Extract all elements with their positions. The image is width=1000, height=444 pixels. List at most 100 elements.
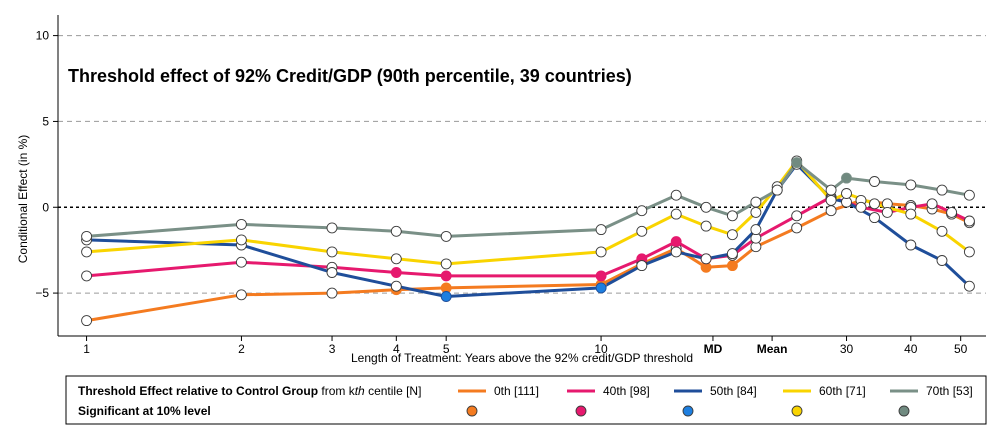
data-point	[81, 230, 93, 242]
data-point	[869, 212, 880, 224]
data-point	[390, 253, 402, 265]
data-point	[926, 198, 938, 210]
data-point	[235, 289, 247, 301]
data-point	[825, 194, 837, 206]
axes-layer: −5 0 5 10 1 2 3 4 5 10 30 40 50 MD Mean	[35, 15, 986, 356]
data-point	[235, 234, 247, 246]
legend: Threshold Effect relative to Control Gro…	[65, 375, 987, 425]
data-point	[700, 201, 712, 213]
data-point	[905, 239, 917, 251]
data-point	[636, 225, 648, 237]
data-point	[81, 315, 93, 327]
data-point-significant	[841, 172, 852, 184]
legend-row1-from: from k	[321, 384, 355, 398]
x-tick-label: 2	[238, 342, 245, 356]
data-point	[235, 218, 247, 230]
legend-label-4: 70th [53]	[926, 384, 973, 398]
y-tick-label: 0	[42, 200, 49, 214]
points-layer	[81, 155, 975, 327]
data-point	[946, 206, 958, 218]
legend-sig-marker-4	[898, 405, 910, 417]
legend-row1-th: th	[355, 384, 365, 398]
data-point	[869, 198, 880, 210]
x-tick-label: 50	[954, 342, 968, 356]
data-point	[390, 225, 402, 237]
data-point	[326, 287, 338, 299]
legend-row1-bold: Threshold Effect relative to Control Gro…	[78, 384, 318, 398]
data-point	[700, 220, 712, 232]
data-point	[670, 208, 682, 220]
data-point	[869, 176, 880, 187]
data-point	[726, 229, 738, 241]
data-point	[636, 205, 648, 217]
legend-label-0: 0th [111]	[494, 384, 539, 398]
legend-box	[65, 375, 987, 425]
x-tick-label: 1	[83, 342, 90, 356]
y-axis-label: Conditional Effect (in %)	[16, 135, 30, 264]
data-point-significant	[791, 157, 803, 169]
data-point	[440, 258, 452, 270]
data-point	[750, 206, 762, 218]
data-point	[700, 253, 712, 265]
data-point	[963, 280, 975, 292]
data-point	[81, 270, 93, 282]
x-tick-label: 3	[329, 342, 336, 356]
data-point	[670, 189, 682, 201]
data-point	[881, 206, 893, 218]
x-tick-label: 5	[443, 342, 450, 356]
x-axis-label: Length of Treatment: Years above the 92%…	[351, 351, 693, 365]
x-special-tick-label: MD	[704, 342, 723, 356]
data-point	[963, 215, 975, 227]
data-point-significant	[726, 260, 738, 272]
data-point-significant	[595, 270, 607, 282]
data-point	[841, 188, 852, 199]
data-point-significant	[595, 282, 607, 294]
legend-sig-marker-0	[466, 405, 478, 417]
legend-label-1: 40th [98]	[603, 384, 650, 398]
data-point	[326, 267, 338, 278]
y-tick-label: −5	[35, 286, 49, 300]
legend-entries: 0th [111] 40th [98] 50th [84] 60th [71] 70th…	[458, 384, 973, 417]
data-point	[825, 184, 837, 196]
data-point	[771, 184, 783, 196]
data-point	[726, 248, 738, 260]
data-point	[791, 222, 803, 234]
data-point	[595, 246, 607, 258]
legend-sig-marker-2	[682, 405, 694, 417]
data-point	[963, 189, 975, 201]
data-point	[963, 246, 975, 258]
data-point	[440, 230, 452, 242]
x-special-tick-label: Mean	[757, 342, 788, 356]
data-point	[825, 205, 837, 217]
data-point	[791, 210, 803, 222]
legend-sig-marker-3	[791, 405, 803, 417]
legend-row2-label: Significant at 10% level	[78, 404, 211, 418]
data-point	[595, 224, 607, 236]
x-tick-label: 40	[904, 342, 918, 356]
data-point	[81, 246, 93, 258]
x-tick-label: 30	[840, 342, 854, 356]
data-point	[936, 255, 948, 266]
y-tick-label: 10	[36, 29, 50, 43]
data-point-significant	[670, 236, 682, 248]
data-point	[390, 280, 402, 292]
data-point	[905, 179, 917, 191]
data-point	[326, 222, 338, 234]
data-point	[855, 201, 867, 213]
legend-label-2: 50th [84]	[710, 384, 757, 398]
data-point	[636, 260, 648, 272]
x-tick-label: 4	[393, 342, 400, 356]
x-tick-label: 10	[594, 342, 608, 356]
data-point	[936, 225, 948, 237]
data-point	[235, 256, 247, 268]
data-point	[936, 184, 948, 196]
data-point	[750, 224, 762, 236]
chart-title: Threshold effect of 92% Credit/GDP (90th…	[68, 66, 632, 86]
data-point-significant	[440, 291, 452, 302]
data-point-significant	[440, 270, 452, 282]
legend-label-3: 60th [71]	[819, 384, 866, 398]
legend-sig-marker-1	[575, 405, 587, 417]
data-point-significant	[390, 267, 402, 278]
